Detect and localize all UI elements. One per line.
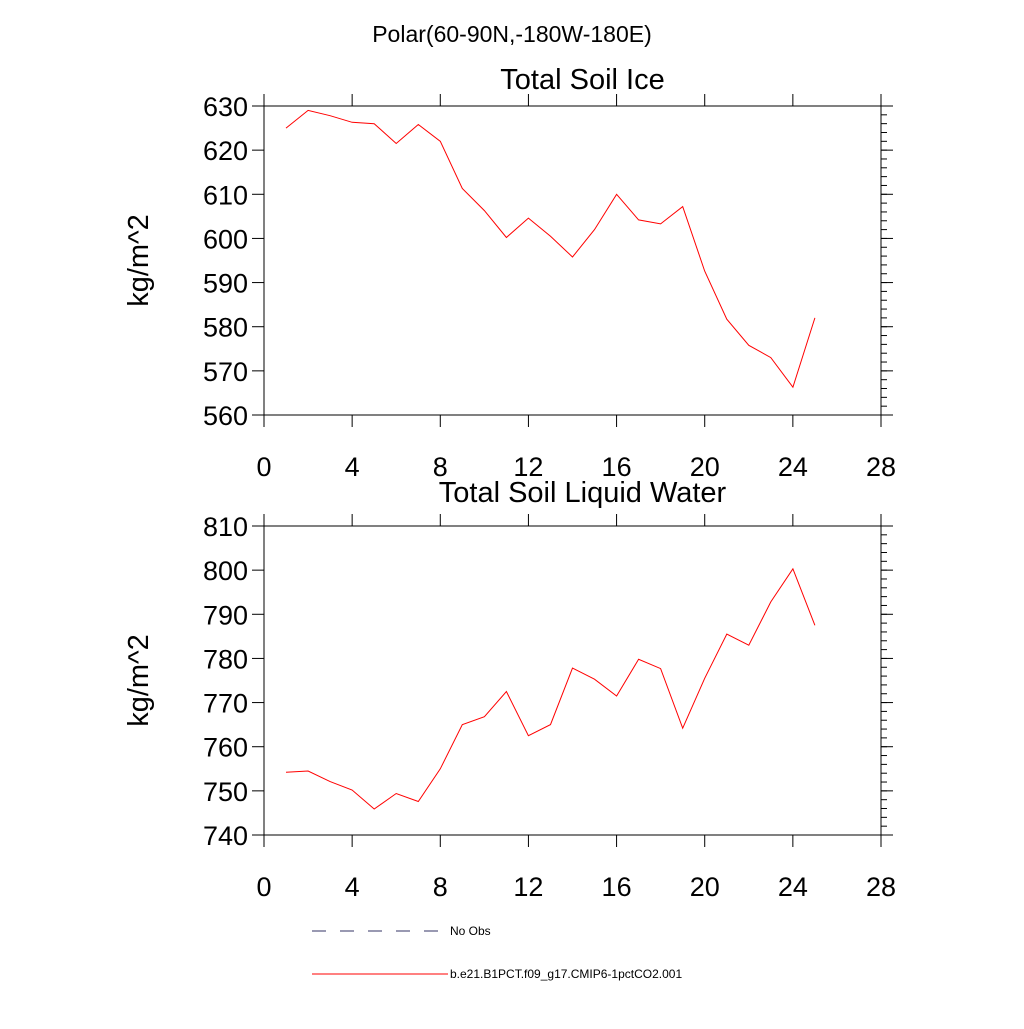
y-axis-label: kg/m^2 — [123, 634, 155, 727]
x-tick-label: 24 — [778, 452, 808, 482]
x-tick-label: 4 — [345, 452, 360, 482]
y-tick-label: 630 — [203, 92, 248, 122]
x-tick-label: 28 — [866, 452, 896, 482]
x-tick-label: 8 — [433, 452, 448, 482]
chart-panels: Total Soil Ice kg/m^2 0 4 8 12 16 20 24 28 560 570 5… — [123, 64, 896, 902]
x-tick-label: 20 — [690, 872, 720, 902]
legend-label-0: No Obs — [450, 924, 491, 938]
plot-frame — [263, 105, 882, 416]
y-tick-label: 600 — [203, 224, 248, 254]
chart-title: Total Soil Ice — [500, 64, 664, 96]
x-tick-label: 0 — [256, 452, 271, 482]
figure-suptitle: Polar(60-90N,-180W-180E) — [372, 21, 652, 47]
y-tick-label: 800 — [203, 556, 248, 586]
chart-panel-1: Total Soil Liquid Water kg/m^2 0 4 8 12 16 20 24… — [123, 477, 896, 902]
series-line-0 — [285, 109, 816, 389]
x-tick-label: 24 — [778, 872, 808, 902]
legend: No Obs b.e21.B1PCT.f09_g17.CMIP6-1pctCO2.… — [312, 924, 682, 981]
y-tick-label: 780 — [203, 644, 248, 674]
y-tick-label: 560 — [203, 401, 248, 431]
x-tick-label: 8 — [433, 872, 448, 902]
series-line-0 — [285, 567, 816, 810]
y-tick-label: 610 — [203, 180, 248, 210]
y-tick-label: 570 — [203, 357, 248, 387]
chart-panel-0: Total Soil Ice kg/m^2 0 4 8 12 16 20 24 28 560 570 5… — [123, 64, 896, 482]
x-tick-label: 4 — [345, 872, 360, 902]
plot-frame — [263, 525, 882, 836]
x-tick-label: 28 — [866, 872, 896, 902]
x-tick-label: 0 — [256, 872, 271, 902]
legend-label-1: b.e21.B1PCT.f09_g17.CMIP6-1pctCO2.001 — [450, 967, 682, 981]
y-tick-label: 590 — [203, 269, 248, 299]
x-tick-label: 20 — [690, 452, 720, 482]
x-tick-label: 12 — [513, 872, 543, 902]
y-tick-label: 620 — [203, 136, 248, 166]
y-tick-label: 580 — [203, 313, 248, 343]
y-axis-label: kg/m^2 — [123, 214, 155, 307]
chart-title: Total Soil Liquid Water — [439, 477, 727, 509]
x-tick-label: 16 — [602, 452, 632, 482]
x-tick-label: 12 — [513, 452, 543, 482]
x-tick-label: 16 — [602, 872, 632, 902]
y-tick-label: 790 — [203, 600, 248, 630]
y-tick-label: 740 — [203, 821, 248, 851]
y-tick-label: 810 — [203, 512, 248, 542]
y-tick-label: 750 — [203, 777, 248, 807]
y-tick-label: 770 — [203, 689, 248, 719]
y-tick-label: 760 — [203, 733, 248, 763]
